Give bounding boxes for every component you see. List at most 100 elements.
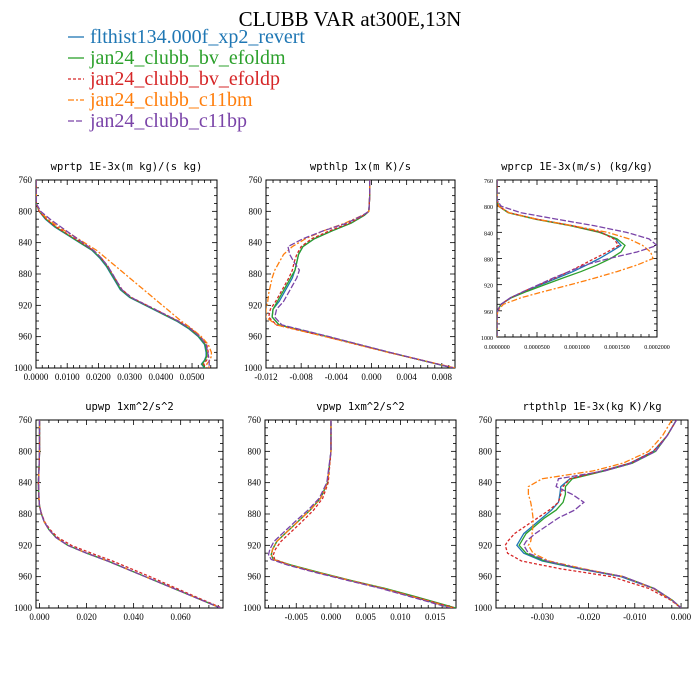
series-line-4 bbox=[270, 420, 453, 608]
series-line-1 bbox=[270, 420, 453, 608]
x-tick-label: -0.004 bbox=[325, 372, 349, 382]
series-line-3 bbox=[272, 420, 455, 608]
y-tick-label: 920 bbox=[484, 284, 493, 290]
x-tick-label: 0.004 bbox=[397, 372, 418, 382]
panel-6: rtpthlp 1E-3x(kg K)/kg 760 800 840 880 920 960… bbox=[474, 401, 692, 622]
y-tick-label: 800 bbox=[19, 206, 33, 216]
y-tick-label: 1000 bbox=[244, 363, 263, 373]
series-line-1 bbox=[36, 180, 207, 368]
x-tick-label: 0.000 bbox=[671, 612, 692, 622]
panel-title: rtpthlp 1E-3x(kg K)/kg bbox=[522, 401, 661, 413]
y-tick-label: 880 bbox=[19, 269, 33, 279]
panel-1: wprtp 1E-3x(m kg)/(s kg) 760 800 840 880 920 9… bbox=[14, 161, 218, 382]
x-tick-label: 0.0100 bbox=[55, 372, 80, 382]
series-group bbox=[37, 420, 223, 608]
y-tick-label: 880 bbox=[249, 269, 263, 279]
series-line-1 bbox=[497, 180, 622, 337]
x-tick-label: 0.010 bbox=[390, 612, 411, 622]
x-tick-label: 0.0400 bbox=[148, 372, 173, 382]
panel-title: wprcp 1E-3x(m/s) (kg/kg) bbox=[501, 161, 653, 173]
y-tick-label: 1000 bbox=[481, 336, 493, 342]
x-tick-label: 0.005 bbox=[356, 612, 377, 622]
x-tick-label: 0.0002000 bbox=[644, 345, 670, 351]
series-line-5 bbox=[497, 180, 657, 337]
series-line-4 bbox=[37, 420, 221, 608]
series-group bbox=[267, 420, 456, 608]
y-tick-label: 760 bbox=[19, 175, 33, 185]
series-line-3 bbox=[504, 420, 682, 608]
y-tick-label: 840 bbox=[479, 478, 493, 488]
y-tick-label: 960 bbox=[19, 332, 33, 342]
legend-entry: jan24_clubb_c11bm bbox=[68, 89, 253, 111]
y-tick-label: 840 bbox=[484, 231, 493, 237]
series-line-2 bbox=[36, 180, 208, 368]
x-tick-label: 0.0000000 bbox=[484, 345, 510, 351]
y-tick-label: 920 bbox=[19, 540, 33, 550]
y-tick-label: 920 bbox=[249, 300, 263, 310]
series-line-5 bbox=[267, 420, 451, 608]
y-tick-label: 760 bbox=[479, 415, 493, 425]
y-tick-label: 1000 bbox=[243, 603, 262, 613]
series-line-3 bbox=[497, 180, 620, 337]
panel-title: wpthlp 1x(m K)/s bbox=[310, 161, 411, 173]
panel-2: wpthlp 1x(m K)/s7608008408809209601000-0… bbox=[244, 161, 456, 382]
x-tick-label: 0.020 bbox=[76, 612, 97, 622]
x-tick-label: 0.000 bbox=[321, 612, 342, 622]
y-tick-label: 760 bbox=[484, 179, 493, 185]
y-tick-label: 1000 bbox=[14, 603, 33, 613]
legend-entry: jan24_clubb_bv_efoldm bbox=[68, 47, 286, 69]
y-tick-label: 880 bbox=[19, 509, 33, 519]
y-tick-label: 800 bbox=[249, 206, 263, 216]
x-tick-label: 0.000 bbox=[361, 372, 382, 382]
series-line-1 bbox=[37, 420, 221, 608]
series-group bbox=[266, 180, 455, 368]
legend-entry: flthist134.000f_xp2_revert bbox=[68, 26, 305, 48]
y-tick-label: 960 bbox=[19, 572, 33, 582]
x-tick-label: 0.060 bbox=[171, 612, 192, 622]
series-line-2 bbox=[497, 180, 626, 337]
x-tick-label: 0.0000500 bbox=[524, 345, 550, 351]
series-line-5 bbox=[36, 180, 210, 368]
y-tick-label: 840 bbox=[248, 478, 262, 488]
y-tick-label: 800 bbox=[479, 446, 493, 456]
series-group bbox=[504, 420, 682, 608]
panel-4: upwp 1xm^2/s^2 760 800 840 880 920 960 10000.00… bbox=[14, 401, 224, 622]
legend-label: jan24_clubb_c11bp bbox=[89, 110, 247, 132]
x-tick-label: 0.040 bbox=[123, 612, 144, 622]
x-tick-label: -0.012 bbox=[254, 372, 277, 382]
x-tick-label: 0.0001000 bbox=[564, 345, 590, 351]
x-tick-label: -0.005 bbox=[285, 612, 309, 622]
panel-title: wprtp 1E-3x(m kg)/(s kg) bbox=[51, 161, 203, 173]
x-tick-label: 0.0001500 bbox=[604, 345, 630, 351]
x-tick-label: 0.0000 bbox=[24, 372, 49, 382]
x-tick-label: -0.030 bbox=[531, 612, 555, 622]
plot-frame bbox=[35, 179, 218, 369]
x-tick-label: 0.008 bbox=[432, 372, 453, 382]
series-line-5 bbox=[37, 420, 221, 608]
series-line-5 bbox=[523, 420, 682, 608]
y-tick-label: 960 bbox=[249, 332, 263, 342]
legend-entry: jan24_clubb_c11bp bbox=[68, 110, 247, 132]
legend-label: jan24_clubb_bv_efoldp bbox=[89, 68, 280, 90]
y-tick-label: 800 bbox=[19, 446, 33, 456]
y-tick-label: 880 bbox=[484, 258, 493, 264]
y-tick-label: 880 bbox=[248, 509, 262, 519]
y-tick-label: 1000 bbox=[14, 363, 33, 373]
y-tick-label: 760 bbox=[249, 175, 263, 185]
series-line-5 bbox=[274, 180, 454, 368]
y-tick-label: 920 bbox=[479, 540, 493, 550]
series-line-1 bbox=[516, 420, 682, 608]
x-tick-label: -0.010 bbox=[623, 612, 647, 622]
series-line-4 bbox=[497, 180, 654, 337]
figure-title: CLUBB VAR at300E,13N bbox=[239, 7, 462, 31]
y-tick-label: 840 bbox=[249, 238, 263, 248]
series-group bbox=[36, 180, 213, 368]
y-tick-label: 920 bbox=[19, 300, 33, 310]
y-tick-label: 760 bbox=[248, 415, 262, 425]
legend-label: flthist134.000f_xp2_revert bbox=[90, 26, 305, 48]
x-tick-label: 0.0500 bbox=[180, 372, 205, 382]
y-tick-label: 880 bbox=[479, 509, 493, 519]
panels: wprtp 1E-3x(m kg)/(s kg) 760 800 840 880 920 9… bbox=[14, 161, 692, 622]
plot-frame bbox=[495, 419, 689, 609]
